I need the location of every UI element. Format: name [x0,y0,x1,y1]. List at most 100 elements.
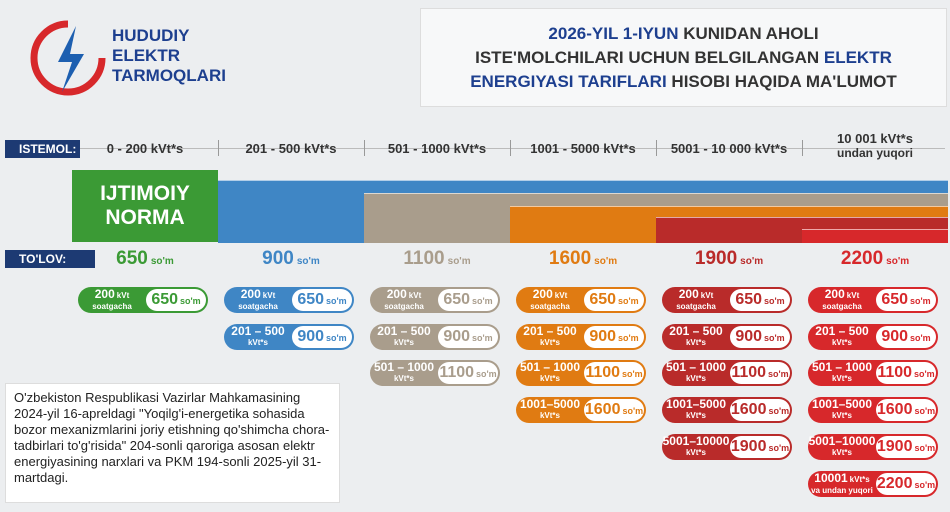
price: 650 [735,291,763,308]
price: 2200 [876,474,913,492]
pill-price: 650 so'm [584,289,644,311]
range-label: 201 - 500 kVt*s [222,141,360,156]
tariff-pill: 200 kVt soatgacha 650 so'm [516,287,646,313]
pill-label: 501 – 1000 kVt*s [516,361,584,384]
title-line: ENERGIYASI TARIFLARI HISOBI HAQIDA MA'LU… [470,70,897,94]
range-main: 201 – 500 [523,323,577,338]
pill-price: 900 so'm [438,325,498,348]
pill-range: 501 – 1000 [370,360,438,375]
unit: so'm [914,406,936,417]
tier-price: 900 so'm [218,248,364,270]
range-note: kVt*s [539,337,560,347]
pill-range: 10001 kVt*s [808,472,876,485]
tariff-pill: 1001–5000 kVt*s 1600 so'm [516,397,646,424]
title-segment: HISOBI HAQIDA MA'LUMOT [666,71,897,91]
title-segment: ELEKTR [823,47,892,67]
range-note: kVt*s [247,337,268,347]
range-main: 5001–10000 [808,433,876,448]
logo-line: TARMOQLARI [112,66,226,85]
tariff-pill: 5001–10000 kVt*s 1900 so'm [662,433,792,460]
pill-label: 200 kVt soatgacha [808,288,876,312]
pill-label: 200 kVt soatgacha [516,287,584,312]
pill-range: 200 kVt [662,287,730,301]
price: 900 [881,327,909,345]
range-main: 200 [240,287,261,301]
unit: so'm [914,479,936,490]
payment-label: TO'LOV: [5,250,95,268]
pill-range: 1001–5000 [662,398,730,410]
title-line: 2026-YIL 1-IYUN KUNIDAN AHOLI [548,22,818,46]
unit: so'm [472,296,493,306]
pill-range: 200 kVt [808,288,876,301]
range-text: 1001 - 5000 kVt*s [530,141,636,156]
range-main: 501 – 1000 [373,360,435,375]
pill-price: 1600 so'm [876,399,936,422]
divider [80,148,945,149]
price: 1900 [876,437,913,455]
unit: so'm [326,296,347,306]
pill-price: 1100 so'm [584,362,644,385]
range-note: kVt*s [831,411,852,421]
price: 900 [297,327,325,345]
range-text: 201 - 500 kVt*s [245,141,337,156]
note: O'zbekiston Respublikasi Vazirlar Mahkam… [5,383,340,503]
pill-label: 201 – 500 kVt*s [370,325,438,348]
price: 1600 [876,401,913,419]
range-text: 0 - 200 kVt*s [106,141,184,156]
range-separator [656,140,657,156]
unit: so'm [622,369,643,380]
range-note: soatgacha [238,302,278,311]
pill-range: 201 – 500 [224,325,292,337]
pill-label: 10001 kVt*s va undan yuqori [808,472,876,496]
range-note: kVt*s [685,447,706,457]
pill-label: 200 kVt soatgacha [78,288,146,312]
unit: so'm [914,369,935,380]
title-segment: ISTE'MOLCHILARI UCHUN BELGILANGAN [475,47,824,67]
price: 900 [443,327,471,345]
tariff-pill: 201 – 500 kVt*s 900 so'm [808,323,938,350]
range-sub: kVt [408,291,422,300]
price: 1100 [877,364,913,382]
price: 650 [589,291,617,308]
range-main: 200 [678,287,699,301]
pill-label: 200 kVt soatgacha [370,287,438,312]
pill-price: 2200 so'm [876,472,936,495]
range-label: 5001 - 10 000 kVt*s [660,141,798,156]
pill-price: 1100 so'm [876,362,936,385]
pill-price: 900 so'm [730,325,790,348]
range-main: 200 [386,287,407,301]
pill-label: 501 – 1000 kVt*s [808,361,876,384]
logo-icon [30,20,106,96]
range-note: soatgacha [822,302,862,311]
tier-price: 1600 so'm [510,248,656,270]
norm-text: IJTIMOIY [100,182,190,205]
pill-range: 501 – 1000 [516,361,584,373]
tariff-pill: 201 – 500 kVt*s 900 so'm [662,323,792,350]
range-text: 10 001 kVt*s [837,131,913,146]
range-note: kVt*s [393,337,414,347]
price: 650 [297,291,325,308]
range-separator [218,140,219,156]
unit: so'm [618,296,639,306]
logo-line: ELEKTR [112,46,180,65]
unit: so'm [764,296,785,306]
pill-price: 650 so'm [438,289,498,311]
price: 1600 [730,401,767,419]
tier-price: 650 so'm [72,248,218,270]
unit: so'm [296,256,320,267]
tariff-pill: 200 kVt soatgacha 650 so'm [662,287,792,313]
range-main: 5001–10000 [662,433,730,448]
pill-label: 5001–10000 kVt*s [662,433,730,458]
range-main: 200 [532,287,553,301]
range-note: kVt*s [685,374,706,384]
unit: so'm [768,442,790,453]
pill-range: 200 kVt [78,288,146,301]
norm-box: IJTIMOIY NORMA [72,170,218,242]
tariff-pill: 501 – 1000 kVt*s 1100 so'm [370,360,500,387]
tariff-pill: 1001–5000 kVt*s 1600 so'm [808,397,938,424]
pill-label: 1001–5000 kVt*s [662,398,730,421]
range-note: kVt*s [539,374,560,384]
tariff-pill: 200 kVt soatgacha 650 so'm [224,287,354,313]
pill-label: 501 – 1000 kVt*s [662,361,730,384]
